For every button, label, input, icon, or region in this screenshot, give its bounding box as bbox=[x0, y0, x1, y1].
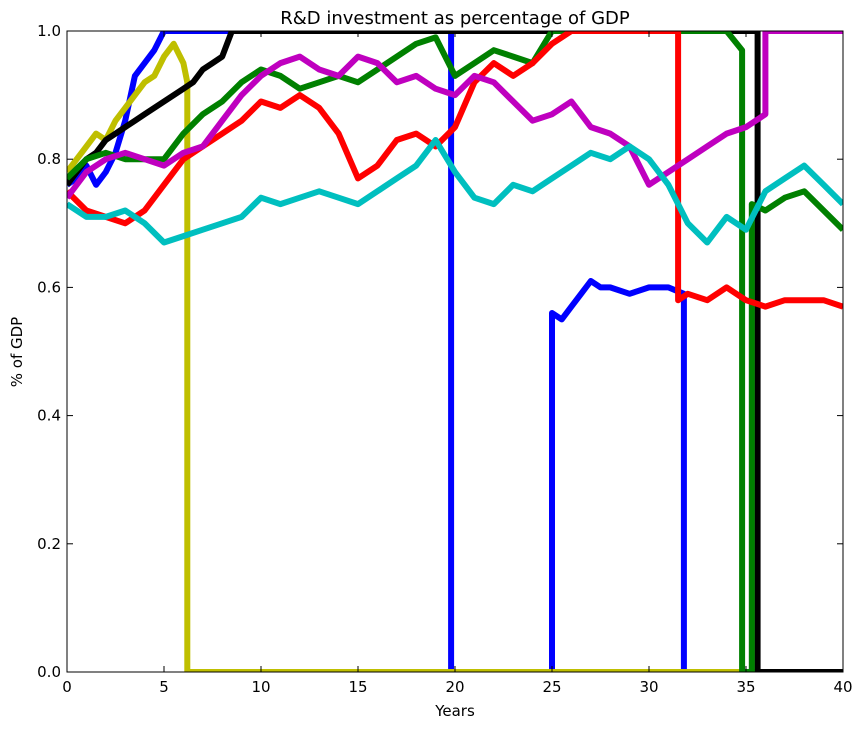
y-tick-label: 0.8 bbox=[37, 150, 61, 168]
series-line-3 bbox=[67, 31, 843, 672]
x-tick-label: 35 bbox=[736, 678, 755, 696]
x-tick-label: 20 bbox=[445, 678, 464, 696]
series-line-2 bbox=[67, 31, 843, 672]
series-line-1 bbox=[67, 40, 843, 672]
y-tick-label: 1.0 bbox=[37, 22, 61, 40]
y-tick-label: 0.2 bbox=[37, 535, 61, 553]
series-line-6 bbox=[67, 137, 843, 246]
series-line-4 bbox=[67, 31, 843, 310]
x-tick-label: 30 bbox=[639, 678, 658, 696]
x-tick-label: 10 bbox=[251, 678, 270, 696]
x-tick-label: 40 bbox=[833, 678, 852, 696]
x-tick-label: 0 bbox=[62, 678, 72, 696]
y-tick-label: 0.6 bbox=[37, 278, 61, 296]
x-tick-label: 25 bbox=[542, 678, 561, 696]
x-axis-label: Years bbox=[434, 702, 475, 720]
chart-title: R&D investment as percentage of GDP bbox=[280, 8, 630, 29]
y-tick-label: 0.0 bbox=[37, 663, 61, 681]
y-axis-label: % of GDP bbox=[8, 317, 26, 387]
x-tick-label: 15 bbox=[348, 678, 367, 696]
y-tick-label: 0.4 bbox=[37, 407, 61, 425]
series-line-5 bbox=[67, 31, 843, 200]
series-line-0 bbox=[67, 31, 843, 672]
series-layer bbox=[67, 31, 843, 672]
x-tick-label: 5 bbox=[159, 678, 169, 696]
ticks-layer: 0 5 10 15 20 25 30 35 40 0.0 0.2 0.4 0.6 0.8 1.0 bbox=[37, 22, 852, 696]
